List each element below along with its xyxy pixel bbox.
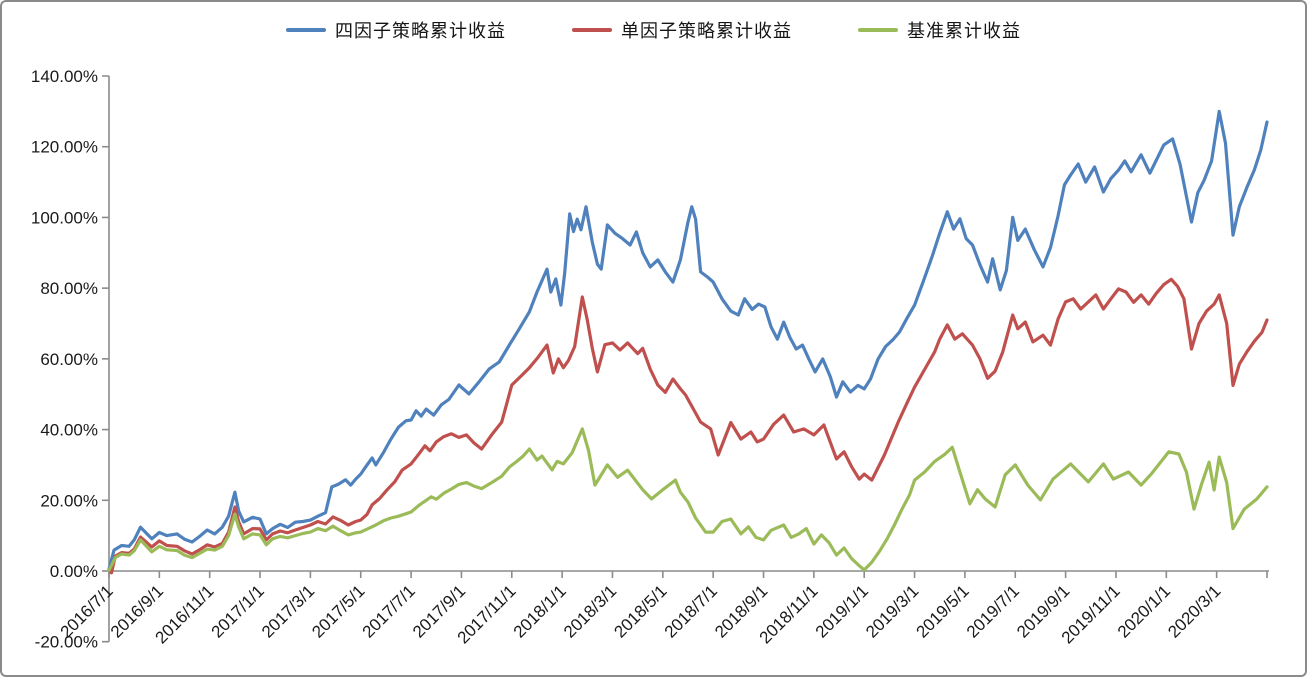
x-axis-label: 2019/7/1	[963, 581, 1023, 641]
y-axis-label: 120.00%	[31, 138, 98, 157]
legend-swatch-four-factor	[286, 28, 326, 32]
y-axis-label: 0.00%	[50, 562, 98, 581]
x-axis-label: 2020/1/1	[1114, 581, 1174, 641]
legend-swatch-single-factor	[572, 28, 612, 32]
legend-label-benchmark: 基准累计收益	[907, 21, 1021, 41]
y-axis-label: -20.00%	[35, 633, 98, 652]
x-axis-label: 2019/1/1	[812, 581, 872, 641]
legend-label-four-factor: 四因子策略累计收益	[335, 21, 506, 41]
x-axis-label: 2017/7/1	[359, 581, 419, 641]
legend-item-benchmark: 基准累计收益	[858, 17, 1021, 43]
x-axis-label: 2018/3/1	[560, 581, 620, 641]
series-line-four-factor	[107, 109, 1269, 571]
series-line-single-factor	[107, 277, 1269, 575]
y-axis-label: 100.00%	[31, 208, 98, 227]
x-axis-label: 2017/5/1	[308, 581, 368, 641]
x-axis-label: 2020/3/1	[1164, 581, 1224, 641]
x-axis-label: 2017/3/1	[258, 581, 318, 641]
x-axis-label: 2018/5/1	[610, 581, 670, 641]
x-axis-label: 2018/7/1	[661, 581, 721, 641]
y-axis-label: 40.00%	[40, 421, 98, 440]
y-axis-label: 80.00%	[40, 279, 98, 298]
legend-label-single-factor: 单因子策略累计收益	[621, 21, 792, 41]
legend: 四因子策略累计收益 单因子策略累计收益 基准累计收益	[2, 17, 1305, 43]
y-axis-label: 20.00%	[40, 491, 98, 510]
legend-swatch-benchmark	[858, 28, 898, 32]
y-axis-label: 60.00%	[40, 350, 98, 369]
y-axis-label: 140.00%	[31, 67, 98, 86]
x-axis-label: 2019/5/1	[913, 581, 973, 641]
legend-item-four-factor: 四因子策略累计收益	[286, 17, 506, 43]
x-axis-label: 2017/1/1	[208, 581, 268, 641]
legend-item-single-factor: 单因子策略累计收益	[572, 17, 792, 43]
x-axis-label: 2018/1/1	[510, 581, 570, 641]
x-axis-label: 2019/3/1	[862, 581, 922, 641]
series-line-benchmark	[107, 427, 1269, 572]
